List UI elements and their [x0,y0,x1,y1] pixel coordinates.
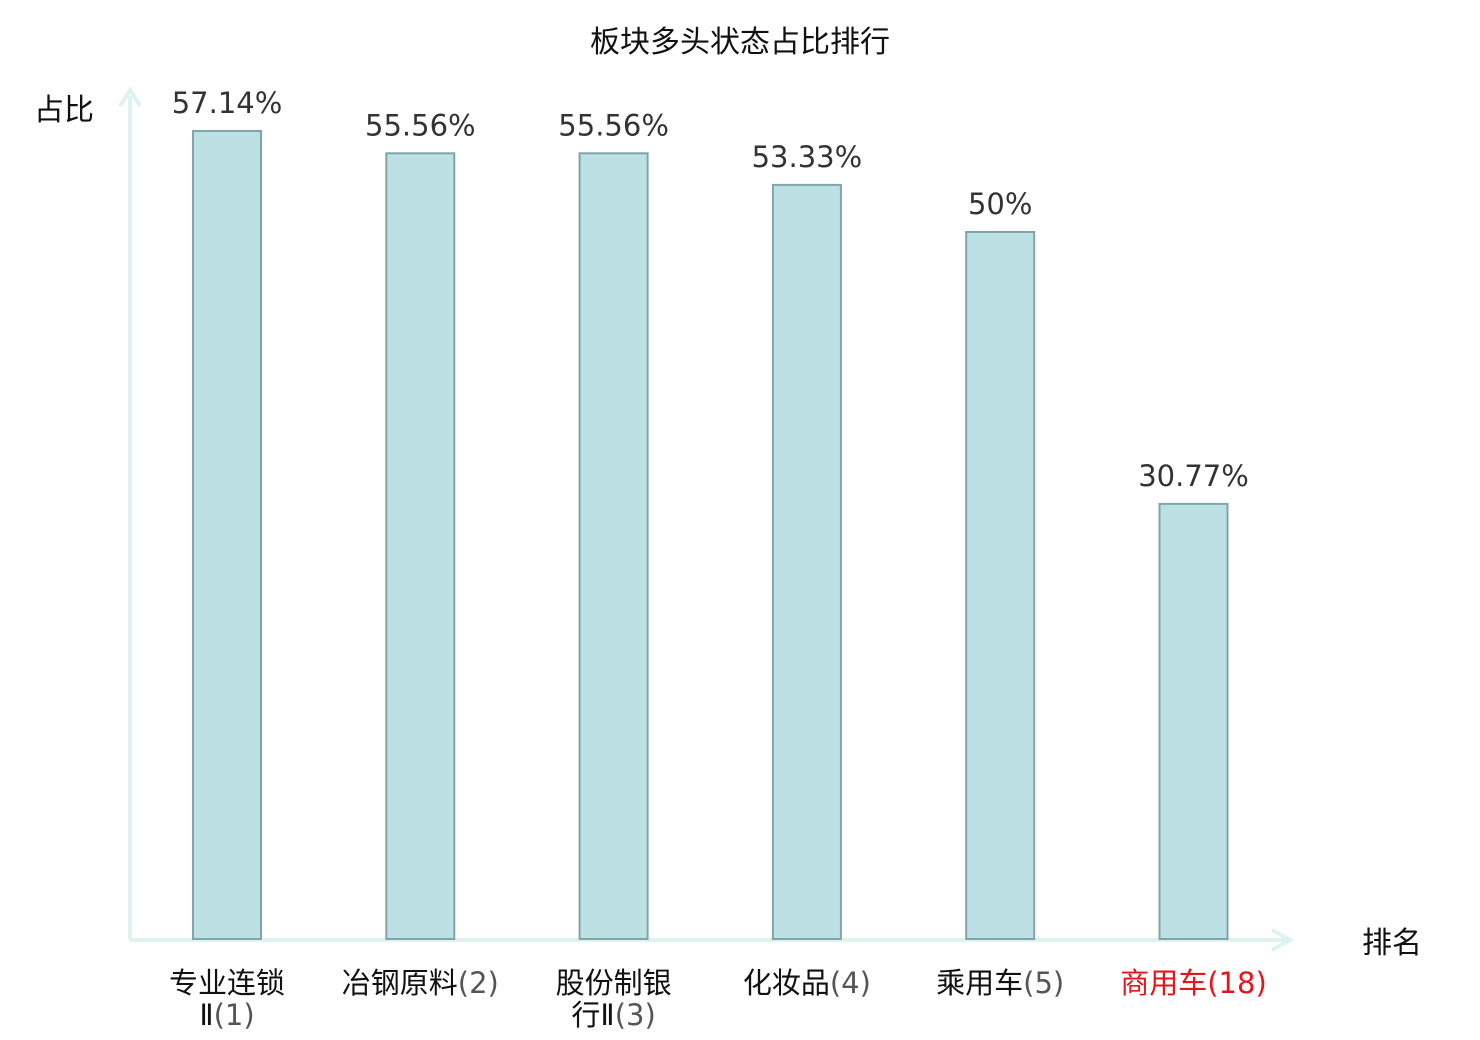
category-name: 化妆品 [743,966,830,1000]
category-rank: (3) [615,998,656,1032]
category-rank: (4) [830,966,871,1000]
category-label-5: 乘用车(5) [936,966,1064,1000]
value-label-5: 50% [968,187,1032,221]
category-rank: (5) [1023,966,1064,1000]
value-label-6: 30.77% [1138,459,1249,493]
category-label-3-line2: 行Ⅱ(3) [571,998,655,1032]
chart-title: 板块多头状态占比排行 [590,25,890,60]
axes [118,86,1295,952]
category-rank: (2) [458,966,499,1000]
category-name: 股份制银 [556,966,672,1000]
category-name-cont: 行Ⅱ [571,998,614,1032]
category-label-2: 冶钢原料(2) [342,966,499,1000]
bar-5 [965,231,1036,940]
category-rank: (18) [1207,966,1267,1000]
y-axis-title: 占比 [34,93,94,128]
category-label-1: 专业连锁 [169,966,285,1000]
category-label-3: 股份制银 [556,966,672,1000]
category-label-1-line2: Ⅱ(1) [199,998,254,1032]
bars-group [192,130,1229,941]
category-label-6: 商用车(18) [1120,966,1267,1000]
category-rank: (1) [214,998,255,1032]
bar-4 [771,183,842,940]
category-name: 冶钢原料 [342,966,458,1000]
value-label-2: 55.56% [365,108,476,142]
category-name: 商用车 [1120,966,1207,1000]
category-name: 乘用车 [936,966,1023,1000]
category-name-cont: Ⅱ [199,998,213,1032]
y-axis-arrow [118,86,142,108]
category-label-4: 化妆品(4) [743,966,871,1000]
bar-1 [192,130,262,940]
value-label-3: 55.56% [558,108,669,142]
bar-3 [578,152,649,941]
x-axis-arrow [1271,928,1295,952]
bar-2 [385,152,456,941]
value-label-4: 53.33% [752,140,863,174]
value-labels-group: 57.14% 55.56% 55.56% 53.33% 50% 30.77% [172,86,1249,493]
value-label-1: 57.14% [172,86,283,120]
x-axis-title: 排名 [1362,926,1422,961]
bar-6 [1158,502,1229,940]
category-name: 专业连锁 [169,966,285,1000]
